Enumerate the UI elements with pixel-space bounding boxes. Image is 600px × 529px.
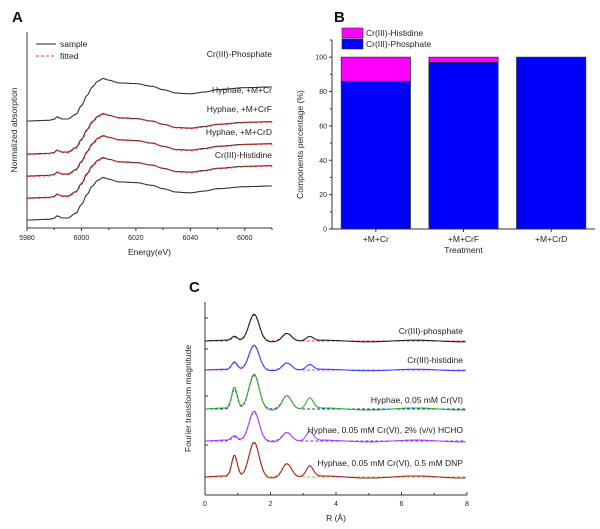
series-line <box>204 441 466 479</box>
series-label: Hyphae, +M+Cr <box>212 85 272 95</box>
fitted-line <box>27 157 273 199</box>
y-axis-label: Fourier transform magnitude <box>183 345 193 453</box>
y-tick-label: 0 <box>323 227 327 234</box>
x-axis-label: Energy(eV) <box>128 247 171 257</box>
y-axis-label: Components percentage (%) <box>295 90 305 199</box>
series-label: Cr(III)-Histidine <box>215 150 272 160</box>
x-tick-label: 5980 <box>19 235 35 242</box>
chart-c: 0 2 4 6 8 R (Å) Fourier transform magnitude Cr(… <box>183 302 469 523</box>
bar-cr-iii-phosphate <box>516 56 587 230</box>
x-tick-label: 0 <box>203 501 207 508</box>
y-tick-label: 80 <box>319 89 327 96</box>
x-tick-label: 8 <box>465 501 469 508</box>
x-tick-label: 6 <box>400 501 404 508</box>
series-line <box>204 313 466 343</box>
series-label: Hyphae, +M+CrF <box>207 104 272 114</box>
legend-label-fitted: fitted <box>60 51 79 61</box>
x-axis-label: Treatment <box>444 245 483 255</box>
fitted-line <box>27 135 273 177</box>
fitted-line <box>27 113 273 155</box>
series-line <box>27 77 272 122</box>
x-tick-label: 6020 <box>128 235 144 242</box>
y-axis-label: Normalized absorption <box>9 87 19 172</box>
x-tick-label: +M+Cr <box>363 234 389 244</box>
series-line <box>204 344 466 372</box>
panel-label-b: B <box>334 9 345 26</box>
y-tick-label: 100 <box>315 55 327 62</box>
y-tick-label: 60 <box>319 123 327 130</box>
fitted-line <box>205 314 466 342</box>
series-line <box>204 373 466 411</box>
bar-cr-iii-histidine <box>428 56 499 63</box>
x-tick-label: +M+CrD <box>535 234 567 244</box>
legend-swatch <box>341 38 364 50</box>
bar-cr-iii-phosphate <box>340 80 411 230</box>
series-label: Cr(III)-histidine <box>407 355 463 365</box>
x-tick-label: 6060 <box>237 235 253 242</box>
x-tick-label: +M+CrF <box>448 234 479 244</box>
bar-cr-iii-histidine <box>340 56 411 82</box>
series-label: Cr(III)-Phosphate <box>207 49 272 59</box>
y-tick-label: 40 <box>319 158 327 165</box>
x-tick-label: 2 <box>269 501 273 508</box>
series-label: Hyphae, 0.05 mM Cr(VI), 0.5 mM DNP <box>318 458 464 468</box>
fitted-line <box>205 411 466 442</box>
legend-label-sample: sample <box>60 39 88 49</box>
chart-b: 0 20 40 60 80 100 Components percentage (%) Tre… <box>295 27 595 255</box>
x-axis-label: R (Å) <box>326 513 346 523</box>
series-label: Cr(III)-phosphate <box>399 326 464 336</box>
bar-cr-iii-phosphate <box>428 61 499 230</box>
panel-label-c: C <box>189 279 200 296</box>
series-label: Hyphae, 0.05 mM Cr(VI), 2% (v/v) HCHO <box>308 425 464 435</box>
series-line <box>204 410 466 443</box>
x-tick-label: 4 <box>334 501 338 508</box>
chart-a: 5980 6000 6020 6040 6060 Energy(eV) Normalized… <box>9 32 273 257</box>
legend-label: Cr(III)-Phosphate <box>366 39 431 49</box>
y-tick-label: 20 <box>319 192 327 199</box>
panel-label-a: A <box>12 9 23 26</box>
series-line <box>27 157 272 199</box>
series-line <box>27 176 272 221</box>
series-label: Hyphae, 0.05 mM Cr(VI) <box>371 395 463 405</box>
legend-swatch <box>341 27 364 39</box>
x-tick-label: 6000 <box>74 235 90 242</box>
legend-label: Cr(III)-Histidine <box>366 28 423 38</box>
x-tick-label: 6040 <box>183 235 199 242</box>
series-label: Hyphae, +M+CrD <box>206 127 272 137</box>
